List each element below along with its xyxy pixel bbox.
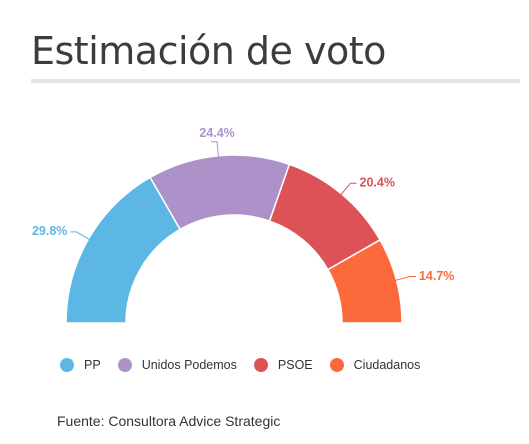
source-note: Fuente: Consultora Advice Strategic xyxy=(57,413,281,429)
legend-item-unidos-podemos[interactable]: Unidos Podemos xyxy=(117,358,237,372)
legend-swatch-icon xyxy=(60,358,74,372)
legend-item-pp[interactable]: PP xyxy=(60,358,101,372)
leader-line-pp xyxy=(70,231,91,241)
slice-ciudadanos[interactable] xyxy=(326,238,403,324)
legend-swatch-icon xyxy=(253,358,268,372)
slice-label-unidos-podemos: 24.4% xyxy=(199,126,234,140)
leader-line-psoe xyxy=(339,182,357,196)
slice-label-ciudadanos: 14.7% xyxy=(419,269,454,283)
legend-item-psoe[interactable]: PSOE xyxy=(253,358,313,372)
slice-label-psoe: 20.4% xyxy=(360,175,395,189)
legend-item-ciudadanos[interactable]: Ciudadanos xyxy=(329,358,421,372)
legend-label: PSOE xyxy=(277,358,313,372)
leader-lines-group xyxy=(70,141,416,282)
legend: PP Unidos Podemos PSOE Ciudadanos xyxy=(60,358,437,372)
legend-swatch-icon xyxy=(117,358,132,372)
chart-title: Estimación de voto xyxy=(31,29,386,73)
slice-labels-group: 29.8% 24.4% 20.4% 14.7% xyxy=(32,126,454,283)
leader-line-ciudadanos xyxy=(394,275,416,282)
legend-swatch-icon xyxy=(329,358,344,372)
leader-line-unidos-podemos xyxy=(211,141,220,158)
slices-group xyxy=(65,154,403,324)
legend-label: Ciudadanos xyxy=(353,358,421,372)
slice-label-pp: 29.8% xyxy=(32,224,67,238)
legend-label: Unidos Podemos xyxy=(141,358,237,372)
title-divider xyxy=(31,79,520,83)
legend-label: PP xyxy=(84,358,101,372)
